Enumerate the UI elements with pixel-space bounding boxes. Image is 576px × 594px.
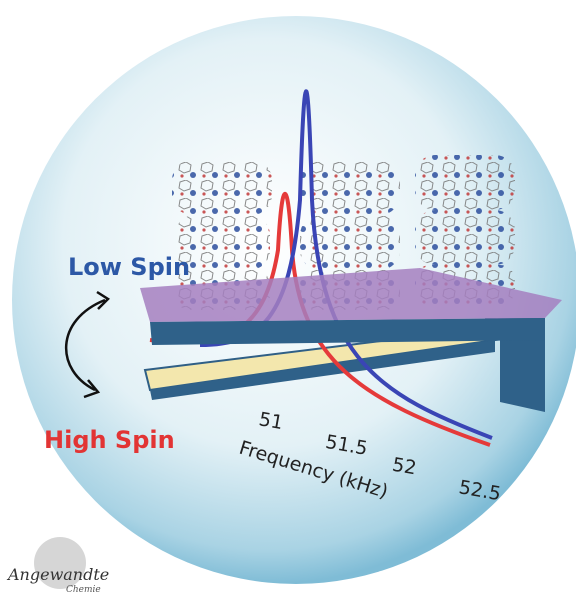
illustration: Low Spin High Spin 5151.55252.5 Frequenc… (0, 0, 576, 594)
low-spin-label: Low Spin (68, 253, 190, 281)
tick-label: 51 (257, 408, 285, 434)
high-spin-label: High Spin (44, 426, 175, 454)
tick-label: 52 (390, 454, 418, 480)
logo-name: Angewandte (6, 565, 109, 584)
logo-sub: Chemie (66, 585, 101, 594)
